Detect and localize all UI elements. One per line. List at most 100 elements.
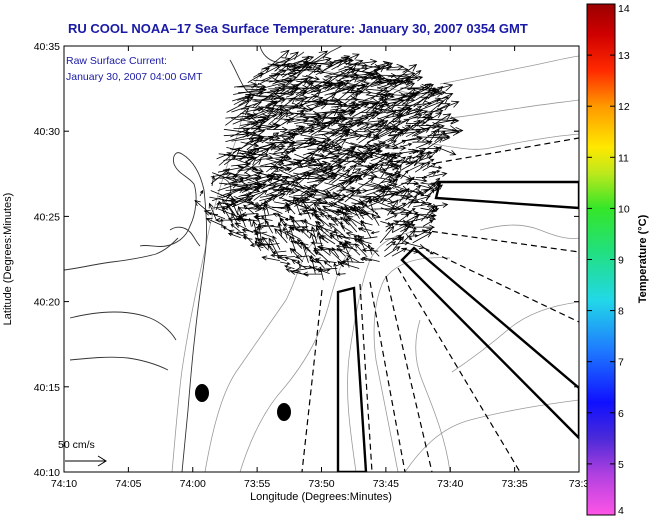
coastline — [139, 152, 207, 472]
current-vector — [422, 130, 437, 142]
colorbar-tick-label: 9 — [618, 255, 624, 267]
current-vector — [237, 82, 267, 91]
transect-line — [385, 275, 433, 472]
current-vector — [220, 218, 224, 229]
current-vector — [285, 203, 296, 215]
current-vector — [386, 234, 402, 246]
current-vector — [288, 167, 317, 179]
current-vector — [337, 174, 360, 196]
current-vector — [422, 97, 442, 107]
x-tick-label: 73:3 — [569, 478, 590, 490]
current-vector — [331, 129, 351, 148]
current-vector — [343, 243, 354, 263]
current-vector — [286, 74, 314, 82]
current-vector — [303, 246, 316, 257]
current-vector — [340, 225, 353, 234]
current-vector — [380, 207, 395, 214]
coastline — [169, 226, 201, 247]
current-vector — [400, 160, 419, 171]
current-vector — [387, 70, 416, 78]
current-vector — [280, 142, 295, 155]
current-vector — [386, 66, 409, 73]
current-vector — [261, 255, 280, 261]
current-vector — [272, 235, 281, 250]
current-vector — [302, 84, 323, 95]
current-vector — [380, 221, 392, 226]
current-vector — [407, 177, 428, 184]
current-vector — [346, 256, 350, 268]
current-vector — [265, 98, 286, 107]
current-vector — [384, 240, 397, 252]
current-vector — [428, 202, 449, 208]
current-vector — [425, 188, 435, 202]
current-vector — [418, 155, 433, 162]
current-vector — [262, 206, 267, 220]
x-axis-ticks: 74:10 74:05 74:00 73:55 73:50 73:45 73:40 73:35… — [51, 46, 590, 490]
current-vector — [309, 254, 316, 274]
current-vector — [241, 211, 259, 217]
current-vector — [315, 215, 330, 228]
current-vector — [287, 137, 314, 155]
x-tick-label: 73:45 — [373, 478, 399, 490]
plot-frame — [63, 45, 580, 473]
current-vector — [311, 226, 318, 243]
current-vector — [322, 205, 339, 216]
current-vector — [358, 227, 372, 231]
current-vector — [247, 148, 260, 160]
current-vectors — [194, 49, 464, 281]
current-vector — [428, 93, 454, 106]
scale-label: 50 cm/s — [58, 439, 95, 451]
transect-line — [421, 229, 579, 253]
current-vector — [346, 215, 366, 228]
current-vector — [435, 146, 457, 156]
bathymetry-contour — [439, 55, 579, 85]
current-vector — [266, 166, 280, 178]
current-vector — [360, 203, 379, 215]
current-vector — [310, 192, 342, 202]
current-vector — [317, 268, 331, 273]
current-vector — [274, 97, 297, 114]
current-vector — [224, 177, 245, 186]
current-vector — [308, 160, 328, 167]
y-tick-label: 40:35 — [34, 41, 60, 53]
current-vector — [315, 84, 342, 95]
colorbar-tick-label: 5 — [618, 459, 624, 471]
current-vector — [302, 271, 322, 277]
current-vector — [427, 133, 451, 140]
current-vector — [313, 203, 329, 220]
shipping-lane-box — [434, 180, 579, 210]
current-vector — [422, 171, 438, 179]
current-vector — [211, 175, 215, 187]
current-vector — [373, 120, 402, 138]
current-vector — [286, 56, 310, 70]
current-vector — [274, 166, 293, 173]
current-vector — [390, 156, 407, 168]
current-vector — [334, 74, 359, 94]
y-tick-label: 40:10 — [34, 467, 60, 479]
current-vector — [255, 213, 261, 226]
current-vector — [336, 102, 356, 118]
current-vector — [261, 236, 274, 251]
current-vector — [288, 157, 315, 173]
current-vector — [398, 155, 413, 168]
current-vector — [309, 100, 325, 112]
current-vector — [406, 70, 422, 82]
current-vector — [421, 123, 445, 130]
current-vector — [334, 228, 339, 240]
current-vector — [232, 156, 257, 178]
current-vector — [266, 104, 283, 118]
current-vector — [308, 64, 322, 76]
x-tick-label: 74:05 — [115, 478, 141, 490]
current-vector — [314, 108, 339, 126]
current-vector — [412, 151, 424, 160]
current-vector — [346, 255, 360, 263]
current-vector — [313, 257, 337, 264]
current-vector — [278, 229, 295, 240]
current-vector — [370, 246, 380, 257]
current-vector — [319, 266, 324, 281]
current-vector — [227, 232, 241, 239]
current-vector — [405, 208, 416, 215]
current-vector — [394, 87, 417, 105]
current-vector — [244, 106, 275, 119]
current-vector — [272, 250, 287, 255]
